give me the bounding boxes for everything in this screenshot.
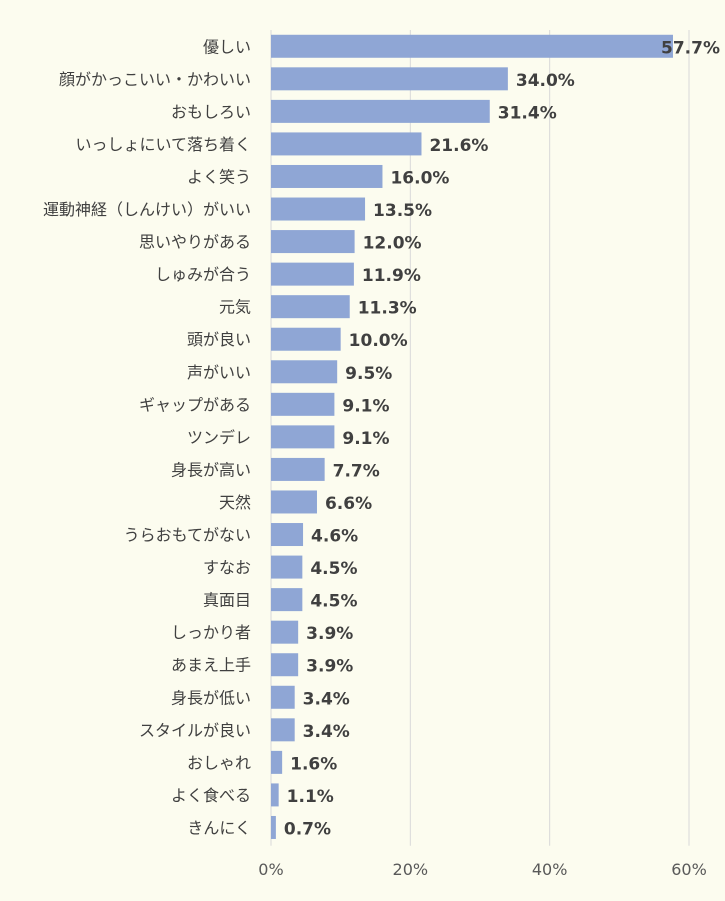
value-label: 16.0% [390,168,449,188]
category-label: よく笑う [187,167,251,186]
value-label: 3.4% [303,689,350,709]
category-label: 身長が高い [171,460,251,479]
bar [271,67,508,91]
bar [271,588,303,612]
bar [271,164,383,188]
bar [271,295,350,319]
value-label: 9.1% [342,429,389,449]
value-label: 4.6% [311,527,358,547]
category-label: よく食べる [171,786,251,805]
category-label: 顔がかっこいい・かわいい [59,70,251,89]
value-label: 13.5% [373,201,432,221]
category-label: 真面目 [203,591,251,610]
category-label: 声がいい [187,363,251,382]
bar [271,425,335,449]
category-label: 思いやりがある [139,233,251,252]
category-label: あまえ上手 [171,656,251,675]
labels: 0% 20% 40% 60% 優しい 57.7% 顔がかっこいい・かわいい 34.0% おもしろ… [43,37,720,879]
bar [271,230,355,254]
category-label: ツンデレ [187,428,251,447]
x-tick-label: 0% [258,860,283,879]
bar [271,360,338,384]
value-label: 11.3% [358,299,417,319]
value-label: 57.7% [661,38,720,58]
value-label: 34.0% [516,71,575,91]
category-label: 元気 [219,298,251,317]
value-label: 3.9% [306,624,353,644]
bar [271,99,490,123]
category-label: 運動神経（しんけい）がいい [43,200,251,219]
value-label: 31.4% [498,103,557,123]
category-label: おしゃれ [187,753,251,772]
bar [271,490,317,514]
bar [271,132,422,156]
value-label: 10.0% [349,331,408,351]
category-label: しっかり者 [171,623,251,642]
bar [271,392,335,416]
bar [271,620,299,644]
value-label: 3.9% [306,657,353,677]
bar [271,555,303,579]
bar [271,653,299,677]
value-label: 0.7% [284,819,331,839]
category-label: すなお [203,558,251,577]
bar [271,750,283,774]
category-label: おもしろい [171,102,251,121]
value-label: 7.7% [333,461,380,481]
bars [271,34,673,839]
category-label: 優しい [203,37,251,56]
value-label: 1.6% [290,754,337,774]
value-label: 6.6% [325,494,372,514]
category-label: しゅみが合う [155,265,251,284]
bar [271,197,366,221]
category-label: 頭が良い [187,330,251,349]
value-label: 1.1% [287,787,334,807]
value-label: 3.4% [303,722,350,742]
category-label: スタイルが良い [139,721,251,740]
x-tick-label: 60% [671,860,707,879]
value-label: 4.5% [310,559,357,579]
value-label: 4.5% [310,592,357,612]
value-label: 11.9% [362,266,421,286]
category-label: 身長が低い [171,688,251,707]
value-label: 21.6% [429,136,488,156]
x-tick-label: 40% [532,860,568,879]
bar [271,685,295,709]
bar [271,815,276,839]
x-tick-label: 20% [393,860,429,879]
category-label: いっしょにいて落ち着く [75,135,251,154]
category-label: 天然 [219,493,251,512]
bar [271,783,279,807]
bar [271,457,325,481]
bar [271,523,304,547]
value-label: 9.5% [345,364,392,384]
category-label: うらおもてがない [124,526,251,545]
value-label: 9.1% [342,396,389,416]
bar [271,262,354,286]
category-label: ギャップがある [139,395,251,414]
bar [271,718,295,742]
bar [271,327,341,351]
bar [271,34,673,58]
category-label: きんにく [187,818,251,837]
value-label: 12.0% [363,234,422,254]
